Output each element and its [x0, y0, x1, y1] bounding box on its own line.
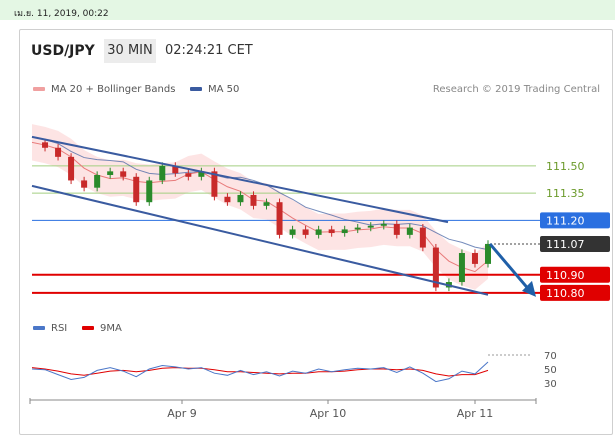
legend-rsi-label: RSI [51, 323, 68, 334]
candle-body [367, 225, 374, 228]
forecast-arrow-head [522, 280, 536, 297]
legend-ma20-label: MA 20 + Bollinger Bands [51, 84, 176, 95]
candle-body [328, 229, 335, 234]
candle-body [172, 165, 179, 174]
chart-svg: 111.50 111.35 111.20 111.07 110.90 110.80 70 50… [29, 124, 610, 420]
candle-body [380, 223, 387, 226]
candle-body [237, 194, 244, 203]
ma9-swatch [82, 326, 94, 330]
candle-body [315, 229, 322, 235]
level-label-0: 111.50 [546, 160, 585, 173]
candle-body [68, 156, 75, 181]
chart-card: USD/JPY 30 MIN 02:24:21 CET MA 20 + Boll… [19, 29, 613, 435]
candle-body [250, 194, 257, 206]
candle-body [354, 227, 361, 230]
candle-body [133, 176, 140, 203]
timestamp-text: เม.ย. 11, 2019, 00:22 [14, 9, 109, 19]
level-label-1: 111.35 [546, 187, 585, 200]
legend-9ma-label: 9MA [100, 323, 122, 334]
legend-9ma: 9MA [82, 323, 122, 334]
timestamp-bar: เม.ย. 11, 2019, 00:22 [0, 0, 615, 20]
level-tag-5 [540, 284, 610, 301]
level-label-3: 111.07 [546, 238, 585, 251]
rsi-tick-2: 30 [544, 379, 557, 390]
candle-body [471, 253, 478, 264]
rsi-line [31, 361, 489, 383]
candle-body [211, 171, 218, 197]
source-label: Research © 2019 Trading Central [432, 84, 600, 95]
level-label-2: 111.20 [546, 214, 585, 227]
rsi-tick-1: 50 [544, 365, 557, 376]
candle-body [276, 202, 283, 235]
x-tick-label-0: Apr 9 [167, 407, 197, 420]
ma20-swatch [33, 87, 45, 91]
level-tag-3 [540, 235, 610, 252]
ma50-swatch [190, 87, 202, 91]
candle-body [419, 227, 426, 248]
legend-ma50: MA 50 [190, 84, 239, 95]
candle-body [55, 147, 62, 157]
level-label-5: 110.80 [546, 287, 585, 300]
candle-body [146, 180, 153, 203]
rsi-tick-0: 70 [544, 351, 557, 362]
candle-body [485, 243, 491, 264]
channel-upper-line [31, 135, 449, 224]
candle-body [198, 171, 205, 177]
candle-body [185, 173, 192, 177]
timeframe-button[interactable]: 30 MIN [104, 39, 156, 63]
symbol-label: USD/JPY [31, 43, 95, 59]
candle-body [159, 165, 166, 181]
candle-body [458, 253, 465, 283]
x-tick-label-2: Apr 11 [457, 407, 494, 420]
candle-body [224, 196, 231, 203]
candle-body [432, 247, 439, 288]
bollinger-band [32, 124, 488, 290]
level-tag-4 [540, 266, 610, 283]
candle-body [393, 223, 400, 235]
level-label-4: 110.90 [546, 269, 585, 282]
candle-body [81, 180, 88, 188]
legend-ma50-label: MA 50 [208, 84, 240, 95]
candle-body [289, 229, 296, 235]
candle-body [302, 229, 309, 235]
candle-body [94, 174, 101, 188]
level-tag-2 [540, 212, 610, 229]
candle-body [341, 229, 348, 234]
legend-ma20: MA 20 + Bollinger Bands [33, 84, 175, 95]
candle-body [107, 171, 114, 175]
candle-body [120, 171, 127, 177]
forecast-arrow-line [488, 242, 532, 292]
candle-body [406, 227, 413, 235]
channel-lower-line [31, 184, 489, 296]
x-tick-label-1: Apr 10 [310, 407, 347, 420]
legend-rsi: RSI [33, 323, 67, 334]
rsi-swatch [33, 326, 45, 330]
candle-body [42, 142, 49, 148]
candle-body [263, 202, 270, 206]
time-label: 02:24:21 CET [165, 43, 253, 58]
